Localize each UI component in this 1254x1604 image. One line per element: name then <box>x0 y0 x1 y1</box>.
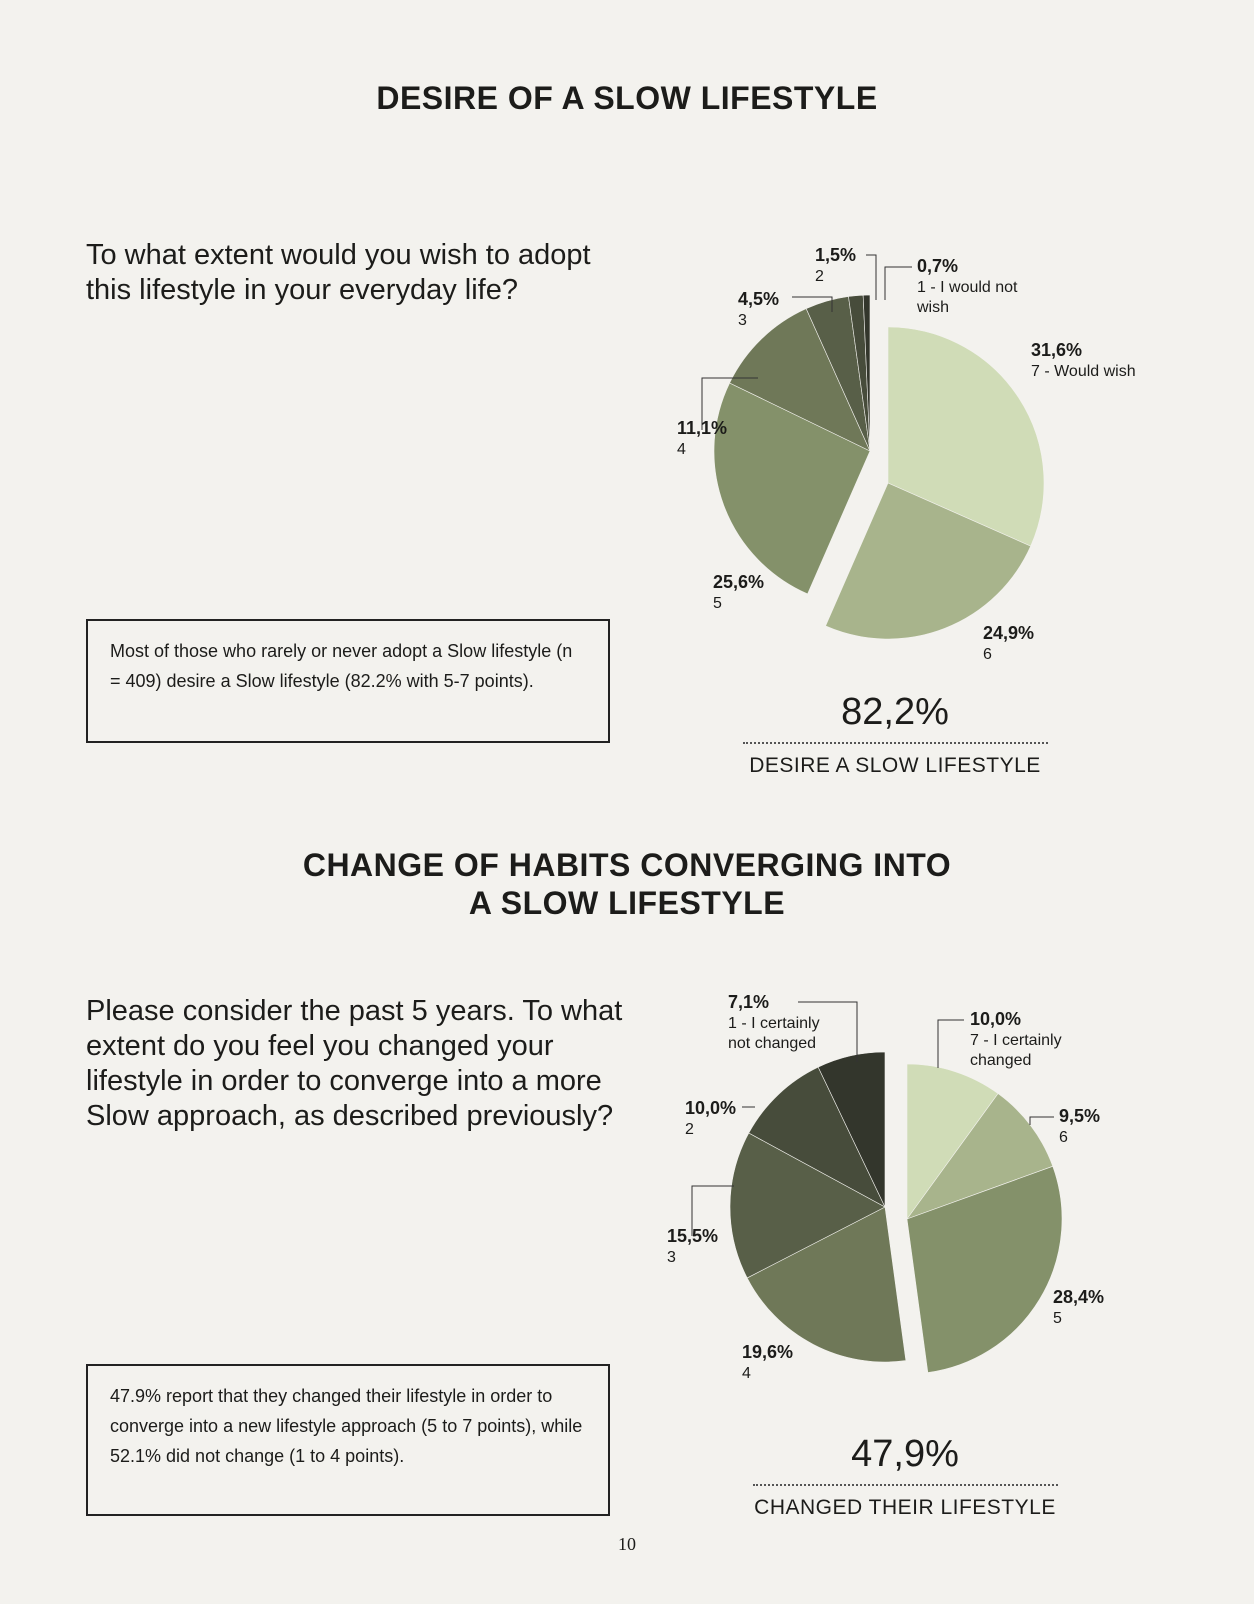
pie1-category-label-6: 1 - I would not <box>917 279 1018 296</box>
pie1-slice-1 <box>825 482 1032 640</box>
section2-stat-divider <box>752 1484 1058 1486</box>
pie1-pct-label-1: 24,9% <box>983 623 1034 643</box>
section2-question: Please consider the past 5 years. To wha… <box>86 995 623 1132</box>
pie2-pct-label-0: 10,0% <box>970 1009 1021 1029</box>
pie2-slice-1 <box>906 1093 1054 1220</box>
pie1-leader-6 <box>884 266 912 300</box>
pie2-pct-label-4: 15,5% <box>667 1226 718 1246</box>
pie2-pct-label-5: 10,0% <box>685 1098 736 1118</box>
pie2-category-label-6: not changed <box>728 1035 816 1052</box>
pie1-pct-label-6: 0,7% <box>917 256 958 276</box>
pie1-category-label-6: wish <box>916 299 949 316</box>
pie2-category-label-5: 2 <box>685 1121 694 1138</box>
pie1-slice-3 <box>729 308 871 452</box>
pie2-category-label-3: 4 <box>742 1365 751 1382</box>
pie1-slice-2 <box>713 382 871 595</box>
pie1-category-label-1: 6 <box>983 646 992 663</box>
section1-title: DESIRE OF A SLOW LIFESTYLE <box>376 80 878 116</box>
pie2-pct-label-6: 7,1% <box>728 992 769 1012</box>
pie2-slice-6 <box>817 1051 886 1208</box>
pie1-pct-label-0: 31,6% <box>1031 340 1082 360</box>
pie2-category-label-0: 7 - I certainly <box>970 1032 1062 1049</box>
section1-stat-value: 82,2% <box>841 691 949 733</box>
pie2-leader-0 <box>937 1019 964 1068</box>
section1-stat: 82,2% DESIRE A SLOW LIFESTYLE <box>735 690 1055 778</box>
pie1-leader-3 <box>701 377 758 430</box>
page-number: 10 <box>618 1534 636 1554</box>
pie1-slice-0 <box>887 326 1045 547</box>
pie2-pct-label-3: 19,6% <box>742 1342 793 1362</box>
pie1-category-label-0: 7 - Would wish <box>1031 363 1136 380</box>
pie2-slice-5 <box>748 1066 886 1208</box>
pie1-leader-4 <box>792 296 833 312</box>
section1-note-box: Most of those who rarely or never adopt … <box>86 619 610 743</box>
pie2-leader-4 <box>691 1185 734 1236</box>
pie2-leader-6 <box>798 1001 858 1062</box>
section2-title-line2: A SLOW LIFESTYLE <box>468 885 786 921</box>
pie2-category-label-4: 3 <box>667 1249 676 1266</box>
section2-stat: 47,9% CHANGED THEIR LIFESTYLE <box>740 1432 1070 1520</box>
section1-question: To what extent would you wish to adopt t… <box>86 239 591 306</box>
pie1-leader-5 <box>866 254 877 300</box>
section2-stat-value: 47,9% <box>851 1433 959 1475</box>
section2-title-line1: CHANGE OF HABITS CONVERGING INTO <box>302 847 952 883</box>
pie1-category-label-4: 3 <box>738 312 747 329</box>
pie2-slice-3 <box>746 1206 907 1363</box>
pie2-category-label-6: 1 - I certainly <box>728 1015 820 1032</box>
pie1-pct-label-2: 25,6% <box>713 572 764 592</box>
pie2-leader-1 <box>1029 1116 1054 1125</box>
pie1-category-label-5: 2 <box>815 268 824 285</box>
section2-title: CHANGE OF HABITS CONVERGING INTO A SLOW … <box>0 846 1254 922</box>
section1-stat-label: DESIRE A SLOW LIFESTYLE <box>749 754 1041 777</box>
pie2-slice-0 <box>906 1063 999 1220</box>
pie2-category-label-2: 5 <box>1053 1310 1062 1327</box>
pie2-category-label-1: 6 <box>1059 1129 1068 1146</box>
pie2-slice-2 <box>906 1165 1063 1373</box>
pie1-pct-label-5: 1,5% <box>815 245 856 265</box>
section2-stat-label: CHANGED THEIR LIFESTYLE <box>754 1496 1056 1519</box>
pie1-pct-label-4: 4,5% <box>738 289 779 309</box>
pie1-pct-label-3: 11,1% <box>677 418 727 438</box>
pie2-pct-label-2: 28,4% <box>1053 1287 1104 1307</box>
pie1-category-label-2: 5 <box>713 595 722 612</box>
section2-note-box: 47.9% report that they changed their lif… <box>86 1364 610 1516</box>
pie1-category-label-3: 4 <box>677 441 686 458</box>
pie2-pct-label-1: 9,5% <box>1059 1106 1100 1126</box>
pie2-category-label-0: changed <box>970 1052 1031 1069</box>
section1-stat-divider <box>742 742 1048 744</box>
pie1-slice-6 <box>862 294 871 452</box>
pie2-slice-4 <box>729 1132 886 1279</box>
